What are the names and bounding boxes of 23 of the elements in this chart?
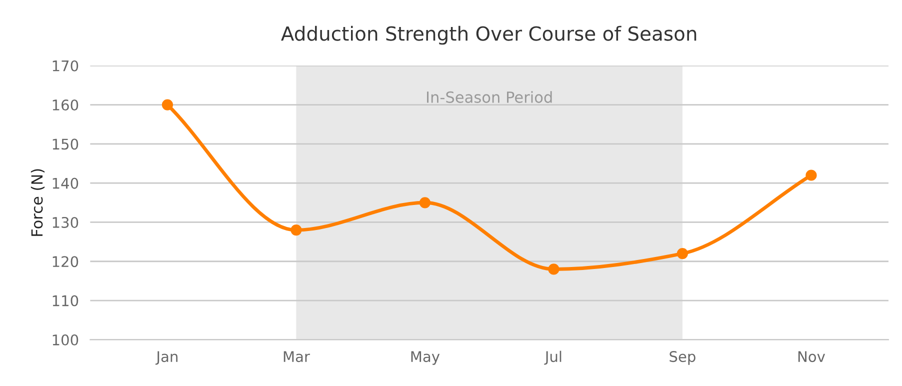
chart-title: Adduction Strength Over Course of Season xyxy=(281,26,696,45)
y-tick-label: 140 xyxy=(52,178,78,189)
y-tick-label: 130 xyxy=(52,216,78,228)
y-tick-label: 120 xyxy=(52,256,78,268)
point xyxy=(676,248,688,260)
x-tick-label: Mar xyxy=(284,351,310,362)
band-label: In-Season Period xyxy=(427,91,552,103)
x-tick-label: Jan xyxy=(155,351,178,365)
x-tick-label: May xyxy=(411,351,440,365)
x-tick-label: Nov xyxy=(798,351,826,362)
y-tick-label: 100 xyxy=(52,334,78,346)
point xyxy=(806,170,817,181)
y-axis-title: Force (N) xyxy=(30,169,45,236)
point xyxy=(162,99,174,110)
y-tick-label: 160 xyxy=(52,99,78,111)
point xyxy=(419,197,431,208)
y-tick-label: 150 xyxy=(52,138,78,150)
point xyxy=(290,224,302,236)
x-tick-label: Jul xyxy=(544,350,562,365)
x-tick-label: Sep xyxy=(670,351,696,365)
y-tick-label: 170 xyxy=(52,60,78,72)
y-tick-label: 110 xyxy=(52,295,78,306)
point xyxy=(548,264,560,275)
